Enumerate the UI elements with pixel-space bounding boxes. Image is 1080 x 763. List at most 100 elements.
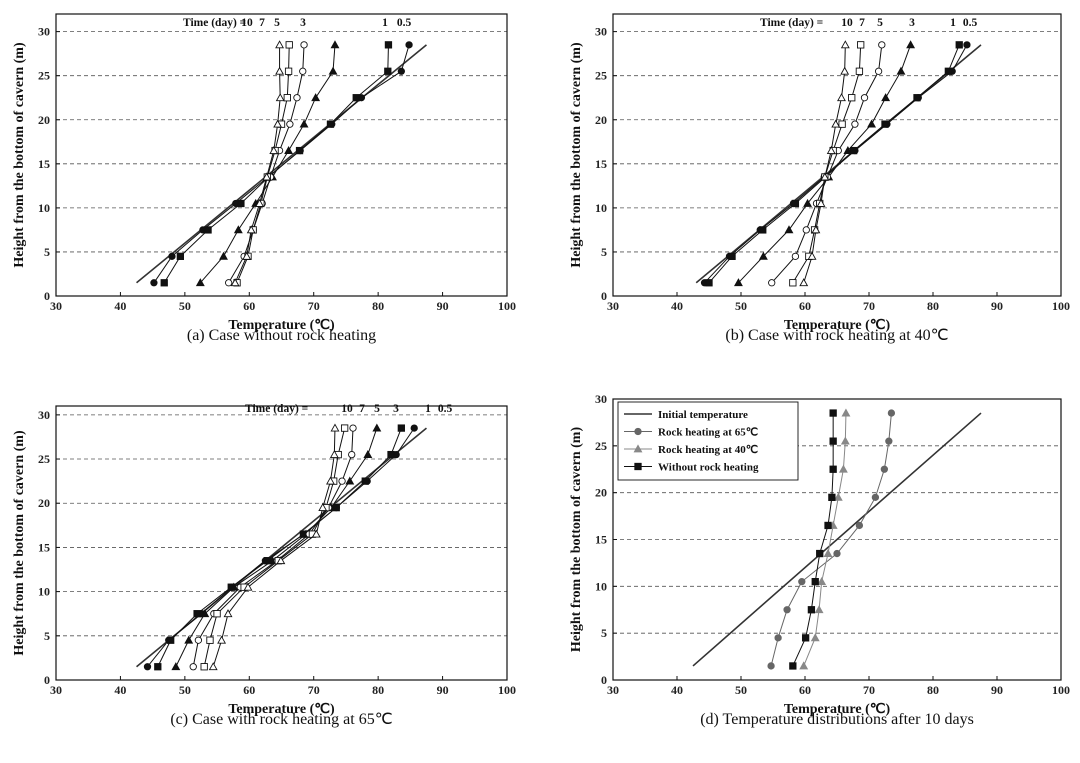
data-point — [955, 41, 963, 49]
data-point — [208, 662, 218, 671]
data-point — [802, 226, 810, 234]
series-line-7 — [203, 427, 346, 667]
data-point — [150, 279, 158, 287]
data-point — [874, 67, 883, 75]
legend-label: Rock heating at 40℃ — [658, 444, 758, 456]
series-line-3 — [175, 427, 378, 667]
panel-caption: (d) Temperature distributions after 10 d… — [700, 711, 974, 728]
data-point — [405, 41, 413, 49]
time-value-1: 1 — [382, 17, 388, 29]
series-line-Without rock heating — [792, 413, 834, 667]
data-point — [167, 636, 175, 644]
x-tick-label: 40 — [114, 683, 126, 697]
y-tick-label: 20 — [38, 496, 50, 510]
data-point — [816, 549, 824, 558]
data-point — [206, 636, 214, 644]
data-point — [799, 661, 809, 670]
y-axis-label: Height from the bottom of cavern (m) — [569, 42, 584, 268]
data-point — [295, 146, 304, 155]
data-point — [848, 94, 856, 102]
data-point — [229, 582, 239, 591]
series-line-3 — [738, 44, 912, 284]
chart-panel-c: 30 40 50 60 70 80 90 100051015202530Temperature… — [12, 403, 516, 728]
data-point — [189, 663, 197, 671]
data-point — [299, 67, 307, 75]
data-point — [841, 408, 851, 417]
data-point — [233, 225, 243, 234]
data-point — [840, 436, 850, 445]
data-point — [223, 609, 233, 618]
data-point — [410, 424, 418, 432]
y-tick-label: 5 — [44, 629, 50, 643]
data-point — [807, 251, 817, 260]
series-line-Rock heating at 40℃ — [803, 413, 847, 667]
y-tick-label: 10 — [595, 579, 607, 593]
data-point — [318, 503, 328, 512]
data-point — [184, 635, 194, 644]
time-value-5: 5 — [877, 17, 883, 29]
data-point — [154, 663, 162, 671]
data-point — [840, 66, 850, 75]
data-point — [881, 120, 889, 128]
x-tick-label: 100 — [498, 299, 516, 313]
panel-caption: (b) Case with rock heating at 40℃ — [725, 327, 948, 344]
x-tick-label: 90 — [991, 299, 1003, 313]
data-point — [799, 278, 809, 287]
legend-marker — [633, 444, 643, 453]
data-point — [363, 450, 373, 459]
data-point — [814, 605, 824, 614]
y-tick-label: 5 — [44, 245, 50, 259]
series-line-7 — [792, 44, 862, 284]
time-value-3: 3 — [393, 403, 399, 415]
data-point — [168, 252, 176, 260]
y-tick-label: 0 — [44, 289, 50, 303]
y-tick-label: 30 — [38, 408, 50, 422]
data-point — [284, 67, 293, 75]
data-point — [789, 662, 797, 670]
data-point — [387, 450, 395, 459]
data-point — [273, 119, 283, 128]
series-line-0.5 — [704, 44, 968, 284]
data-point — [807, 606, 816, 614]
x-tick-label: 100 — [1052, 683, 1070, 697]
data-point — [871, 493, 880, 501]
data-point — [801, 634, 810, 642]
x-tick-label: 40 — [671, 683, 683, 697]
series-line-10 — [803, 44, 846, 283]
data-point — [328, 66, 338, 75]
data-point — [857, 41, 865, 49]
x-tick-label: 80 — [372, 299, 384, 313]
y-tick-label: 0 — [601, 673, 607, 687]
y-tick-label: 15 — [38, 540, 50, 554]
series-line-1 — [708, 44, 960, 284]
y-tick-label: 5 — [601, 626, 607, 640]
data-point — [817, 577, 827, 586]
time-value-0.5: 0.5 — [397, 17, 412, 29]
data-point — [242, 251, 252, 260]
x-tick-label: 90 — [991, 683, 1003, 697]
y-tick-label: 5 — [601, 245, 607, 259]
data-point — [330, 423, 340, 432]
y-tick-label: 10 — [38, 585, 50, 599]
data-point — [803, 198, 813, 207]
data-point — [269, 145, 279, 154]
legend-label: Rock heating at 65℃ — [658, 427, 758, 439]
y-tick-label: 20 — [38, 113, 50, 127]
time-value-0.5: 0.5 — [963, 17, 978, 29]
x-axis-label: Temperature (℃) — [228, 702, 335, 717]
data-point — [311, 529, 321, 538]
data-point — [728, 252, 736, 260]
x-tick-label: 50 — [735, 299, 747, 313]
series-line-10 — [234, 44, 281, 283]
data-point — [887, 409, 896, 417]
data-point — [880, 465, 889, 473]
x-tick-label: 100 — [498, 683, 516, 697]
y-tick-label: 30 — [595, 392, 607, 406]
time-value-7: 7 — [859, 17, 865, 29]
time-value-0.5: 0.5 — [438, 403, 453, 415]
legend-label: Initial temperature — [658, 409, 748, 421]
data-point — [811, 578, 819, 586]
data-point — [326, 476, 335, 485]
time-value-10: 10 — [241, 17, 253, 29]
data-point — [330, 40, 340, 49]
